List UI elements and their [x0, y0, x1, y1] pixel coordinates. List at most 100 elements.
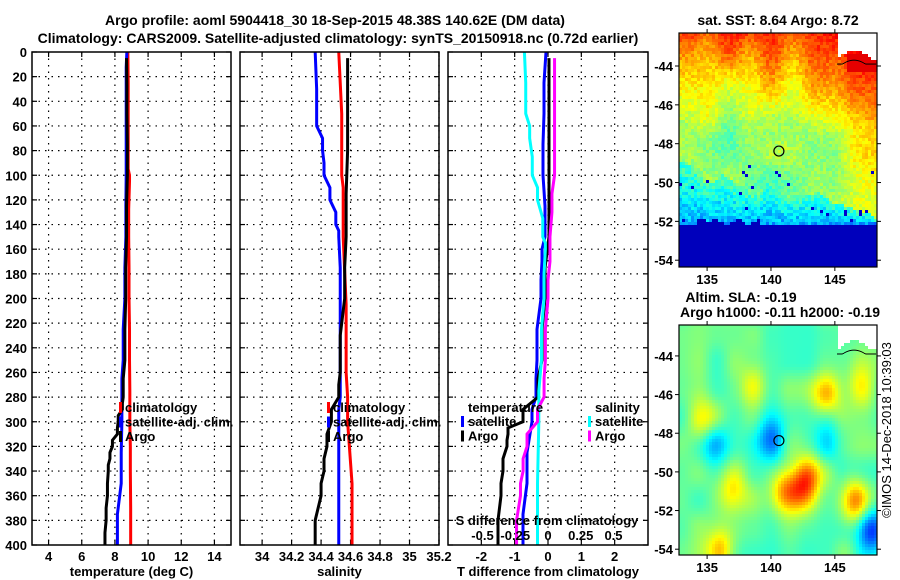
figure-title-line2: Climatology: CARS2009. Satellite-adjuste…: [38, 30, 639, 46]
y-tick-label: 340: [5, 464, 27, 479]
y-tick-label: 220: [5, 316, 27, 331]
x-tick-label: 14: [207, 549, 222, 564]
legend-label: Argo: [595, 429, 625, 444]
y-tick-label: 0: [20, 45, 27, 60]
lon-tick-label: 135: [696, 272, 718, 287]
y-tick-label: 240: [5, 341, 27, 356]
lat-tick-label: -46: [654, 388, 673, 403]
y-tick-label: 380: [5, 513, 27, 528]
argo-location-marker: [773, 434, 785, 447]
map-frame: [678, 32, 878, 268]
x-tick-label: 10: [141, 549, 155, 564]
secondary-x-tick-label: 0.5: [604, 528, 622, 543]
x-tick-label: 34.8: [367, 549, 392, 564]
sla-map-image: [679, 325, 877, 555]
x-axis-label: T difference from climatology: [457, 564, 640, 579]
x-tick-label: 34.4: [308, 549, 334, 564]
legend-swatch: [588, 416, 591, 427]
x-axis-label: salinity: [317, 564, 363, 579]
secondary-x-tick-label: -0.5: [471, 528, 493, 543]
y-tick-label: 180: [5, 267, 27, 282]
argo-location-marker: [773, 145, 785, 157]
x-tick-label: -2: [476, 549, 488, 564]
legend-label: satellite: [468, 414, 516, 429]
y-tick-label: 260: [5, 365, 27, 380]
figure-title-line1: Argo profile: aoml 5904418_30 18-Sep-201…: [105, 12, 565, 28]
y-tick-label: 300: [5, 415, 27, 430]
series-line-salinity-satellite: [522, 51, 547, 545]
series-line-argo: [103, 58, 129, 545]
lon-tick-label: 140: [760, 272, 782, 287]
lat-tick-label: -54: [654, 253, 674, 268]
y-tick-label: 60: [13, 119, 27, 134]
series-line-temperature-satellite: [521, 51, 548, 545]
legend-label: satellite-adj. clim.: [333, 415, 441, 430]
map-frame: [678, 324, 878, 556]
lat-tick-label: -44: [654, 59, 674, 74]
y-tick-label: 140: [5, 218, 27, 233]
lat-tick-label: -50: [654, 176, 673, 191]
x-tick-label: 1: [578, 549, 585, 564]
lon-tick-label: 145: [824, 272, 846, 287]
y-tick-label: 80: [13, 144, 27, 159]
secondary-x-tick-label: -0.25: [500, 528, 530, 543]
x-tick-label: 0: [544, 549, 551, 564]
x-tick-label: 35: [402, 549, 416, 564]
series-line-satellite-adj-clim-: [313, 51, 342, 545]
x-tick-label: 35.2: [426, 549, 451, 564]
legend-swatch: [327, 402, 330, 413]
lat-tick-label: -48: [654, 426, 673, 441]
legend-swatch: [119, 402, 122, 413]
legend-swatch: [327, 416, 330, 428]
x-tick-label: 2: [611, 549, 618, 564]
legend-swatch: [327, 431, 330, 442]
y-tick-label: 200: [5, 292, 27, 307]
profile-panel-3: [447, 51, 649, 546]
lat-tick-label: -52: [654, 504, 673, 519]
x-tick-label: -1: [509, 549, 521, 564]
y-tick-label: 400: [5, 538, 27, 553]
legend-label: satellite-adj. clim.: [125, 415, 233, 430]
legend-swatch: [588, 430, 591, 442]
lon-tick-label: 135: [696, 560, 718, 575]
legend-group-title: temperature: [468, 400, 543, 415]
sst-map-title: sat. SST: 8.64 Argo: 8.72: [697, 12, 859, 28]
profile-panel-1: [31, 51, 232, 546]
secondary-x-tick-label: 0.25: [568, 528, 593, 543]
series-line-climatology: [337, 51, 354, 545]
map-panel-2: [675, 321, 881, 559]
x-tick-label: 8: [111, 549, 118, 564]
profile-panel-2: [239, 51, 440, 546]
legend-label: satellite: [595, 414, 643, 429]
x-tick-label: 34: [255, 549, 270, 564]
x-tick-label: 6: [78, 549, 85, 564]
x-tick-label: 12: [174, 549, 188, 564]
legend-label: Argo: [468, 429, 498, 444]
lat-tick-label: -48: [654, 137, 673, 152]
panel-frame: [447, 51, 649, 546]
legend-label: climatology: [333, 400, 406, 415]
legend-swatch: [461, 430, 464, 442]
y-tick-label: 20: [13, 70, 27, 85]
y-tick-label: 160: [5, 242, 27, 257]
lon-tick-label: 145: [824, 560, 846, 575]
x-tick-label: 34.2: [279, 549, 304, 564]
map-panel-1: [675, 29, 881, 271]
legend-group-title: salinity: [595, 400, 641, 415]
sla-map-title-line1: Altim. SLA: -0.19: [685, 289, 796, 305]
y-tick-label: 320: [5, 439, 27, 454]
lat-tick-label: -44: [654, 349, 674, 364]
panel-frame: [31, 51, 232, 546]
imos-watermark: ©IMOS 14-Dec-2018 10:39:03: [879, 342, 894, 518]
series-line-salinity-argo: [515, 58, 557, 545]
panel-frame: [239, 51, 440, 546]
x-tick-label: 34.6: [338, 549, 363, 564]
legend-swatch: [461, 416, 464, 427]
sst-map-image: [679, 33, 877, 267]
legend-label: Argo: [125, 429, 155, 444]
legend-swatch: [119, 416, 122, 428]
y-tick-label: 280: [5, 390, 27, 405]
lon-tick-label: 140: [760, 560, 782, 575]
legend-swatch: [119, 431, 122, 442]
